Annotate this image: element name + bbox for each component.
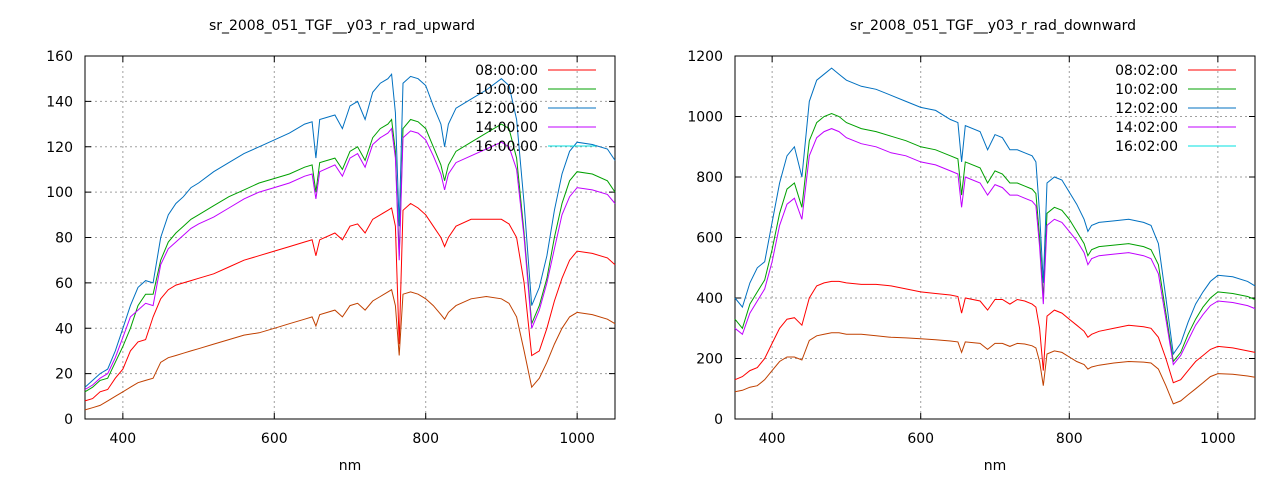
y-tick-label: 1200 [687,49,723,65]
legend-label: 12:02:00 [1115,101,1178,117]
x-tick-label: 600 [907,431,934,447]
series-line [84,288,616,411]
legend-label: 08:00:00 [475,63,538,79]
x-tick-label: 400 [759,431,786,447]
downward-radiance-chart: 400 600 800 1000 0 200 400 600 800 1000 1200 08:02:… [687,18,1256,474]
y-tick-label: 0 [714,412,723,428]
y-tick-label: 100 [46,185,73,201]
legend-label: 14:00:00 [475,120,538,136]
series-line [734,332,1256,405]
x-tick-label: 800 [1056,431,1083,447]
series-line [734,128,1256,366]
y-tick-label: 0 [64,412,73,428]
y-tick-label: 80 [55,231,73,247]
y-tick-label: 160 [46,49,73,65]
legend-label: 14:02:00 [1115,120,1178,136]
x-axis-label: nm [984,458,1007,474]
y-tick-label: 600 [696,231,723,247]
y-tick-label: 200 [696,352,723,368]
y-tick-label: 800 [696,170,723,186]
series-line [84,127,616,390]
series-line [84,118,616,393]
legend-label: 16:02:00 [1115,139,1178,155]
y-tick-label: 40 [55,321,73,337]
legend-label: 16:00:00 [475,139,538,155]
series-line [734,67,1256,356]
x-tick-label: 1000 [559,431,595,447]
series-line [734,280,1256,384]
legend-label: 12:00:00 [475,101,538,117]
series-line [734,112,1256,363]
y-tick-label: 400 [696,291,723,307]
x-tick-label: 1000 [1200,431,1236,447]
legend-label: 08:02:00 [1115,63,1178,79]
x-axis-label: nm [339,458,362,474]
legend-label: 10:02:00 [1115,82,1178,98]
x-tick-label: 600 [261,431,288,447]
upward-radiance-chart: 400 600 800 1000 0 20 40 60 80 100 120 140 160 08:00:… [46,18,616,474]
chart-title: sr_2008_051_TGF__y03_r_rad_downward [850,18,1136,34]
x-tick-label: 400 [109,431,136,447]
y-tick-label: 60 [55,276,73,292]
x-tick-label: 800 [412,431,439,447]
y-tick-label: 1000 [687,110,723,126]
chart-title: sr_2008_051_TGF__y03_r_rad_upward [209,18,475,34]
legend-label: 10:00:00 [475,82,538,98]
y-tick-label: 140 [46,94,73,110]
y-tick-label: 20 [55,367,73,383]
series-line [84,202,616,402]
series-line [84,72,616,388]
y-tick-label: 120 [46,140,73,156]
